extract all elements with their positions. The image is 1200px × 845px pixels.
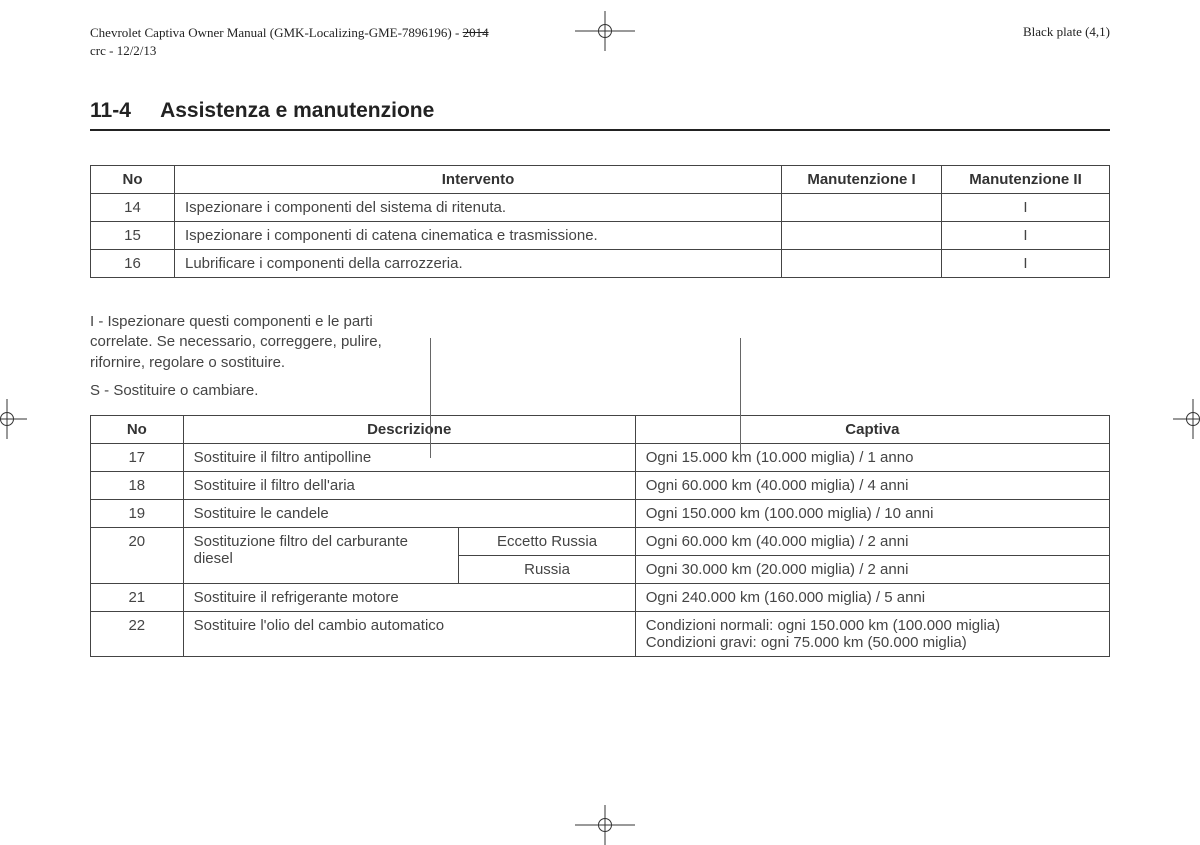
cell-capt: Ogni 240.000 km (160.000 miglia) / 5 ann… — [635, 584, 1109, 612]
table-row: 14 Ispezionare i componenti del sistema … — [91, 194, 1110, 222]
section-title: Assistenza e manutenzione — [160, 99, 434, 122]
manual-line1: Chevrolet Captiva Owner Manual (GMK-Loca… — [90, 25, 463, 40]
cell-desc: Sostituzione filtro del carburante diese… — [183, 528, 459, 584]
th-m2: Manutenzione II — [942, 166, 1110, 194]
crop-mark-left — [0, 408, 18, 430]
th-captiva: Captiva — [635, 416, 1109, 444]
cell-capt: Condizioni normali: ogni 150.000 km (100… — [635, 612, 1109, 657]
crop-mark-top — [594, 20, 616, 42]
legend-s: S - Sostituire o cambiare. — [90, 381, 390, 401]
table-row: 18 Sostituire il filtro dell'aria Ogni 6… — [91, 472, 1110, 500]
cell-desc: Sostituire il refrigerante motore — [183, 584, 635, 612]
cell-intervento: Ispezionare i componenti del sistema di … — [175, 194, 782, 222]
cell-m1 — [782, 250, 942, 278]
cell-region: Russia — [459, 556, 635, 584]
cell-desc: Sostituire il filtro dell'aria — [183, 472, 635, 500]
th-intervento: Intervento — [175, 166, 782, 194]
cell-no: 18 — [91, 472, 184, 500]
cell-desc: Sostituire il filtro antipolline — [183, 444, 635, 472]
manual-id: Chevrolet Captiva Owner Manual (GMK-Loca… — [90, 24, 489, 59]
table-row: No Descrizione Captiva — [91, 416, 1110, 444]
cell-m2: I — [942, 250, 1110, 278]
crop-mark-right — [1182, 408, 1200, 430]
maintenance-table-1: No Intervento Manutenzione I Manutenzion… — [90, 165, 1110, 278]
cell-m1 — [782, 222, 942, 250]
table-row: No Intervento Manutenzione I Manutenzion… — [91, 166, 1110, 194]
page: Chevrolet Captiva Owner Manual (GMK-Loca… — [0, 0, 1200, 697]
cell-no: 21 — [91, 584, 184, 612]
legend: I - Ispezionare questi componenti e le p… — [90, 312, 390, 401]
column-divider — [740, 338, 741, 458]
th-no: No — [91, 166, 175, 194]
cell-m1 — [782, 194, 942, 222]
cell-no: 22 — [91, 612, 184, 657]
cell-intervento: Lubrificare i componenti della carrozzer… — [175, 250, 782, 278]
th-desc: Descrizione — [183, 416, 635, 444]
cell-intervento: Ispezionare i componenti di catena cinem… — [175, 222, 782, 250]
plate-label: Black plate (4,1) — [1023, 24, 1110, 59]
cell-no: 14 — [91, 194, 175, 222]
table-row: 21 Sostituire il refrigerante motore Ogn… — [91, 584, 1110, 612]
cell-m2: I — [942, 222, 1110, 250]
table-row: 22 Sostituire l'olio del cambio automati… — [91, 612, 1110, 657]
cell-no: 17 — [91, 444, 184, 472]
cell-no: 15 — [91, 222, 175, 250]
manual-year: 2014 — [463, 25, 489, 40]
cell-desc: Sostituire le candele — [183, 500, 635, 528]
table-row: 16 Lubrificare i componenti della carroz… — [91, 250, 1110, 278]
cell-no: 20 — [91, 528, 184, 584]
legend-i: I - Ispezionare questi componenti e le p… — [90, 312, 390, 373]
cell-capt: Ogni 60.000 km (40.000 miglia) / 4 anni — [635, 472, 1109, 500]
cell-no: 19 — [91, 500, 184, 528]
section-header: 11-4 Assistenza e manutenzione — [90, 99, 1110, 131]
cell-capt: Ogni 30.000 km (20.000 miglia) / 2 anni — [635, 556, 1109, 584]
maintenance-table-2: No Descrizione Captiva 17 Sostituire il … — [90, 415, 1110, 657]
th-no: No — [91, 416, 184, 444]
table-row: 20 Sostituzione filtro del carburante di… — [91, 528, 1110, 556]
cell-capt: Ogni 15.000 km (10.000 miglia) / 1 anno — [635, 444, 1109, 472]
th-m1: Manutenzione I — [782, 166, 942, 194]
crop-mark-bottom — [594, 814, 616, 836]
table-row: 15 Ispezionare i componenti di catena ci… — [91, 222, 1110, 250]
cell-desc: Sostituire l'olio del cambio automatico — [183, 612, 635, 657]
column-divider — [430, 338, 431, 458]
cell-capt: Ogni 60.000 km (40.000 miglia) / 2 anni — [635, 528, 1109, 556]
cell-region: Eccetto Russia — [459, 528, 635, 556]
table-row: 19 Sostituire le candele Ogni 150.000 km… — [91, 500, 1110, 528]
section-number: 11-4 — [90, 99, 131, 122]
cell-m2: I — [942, 194, 1110, 222]
cell-capt: Ogni 150.000 km (100.000 miglia) / 10 an… — [635, 500, 1109, 528]
manual-line2: crc - 12/2/13 — [90, 43, 156, 58]
cell-no: 16 — [91, 250, 175, 278]
table-row: 17 Sostituire il filtro antipolline Ogni… — [91, 444, 1110, 472]
